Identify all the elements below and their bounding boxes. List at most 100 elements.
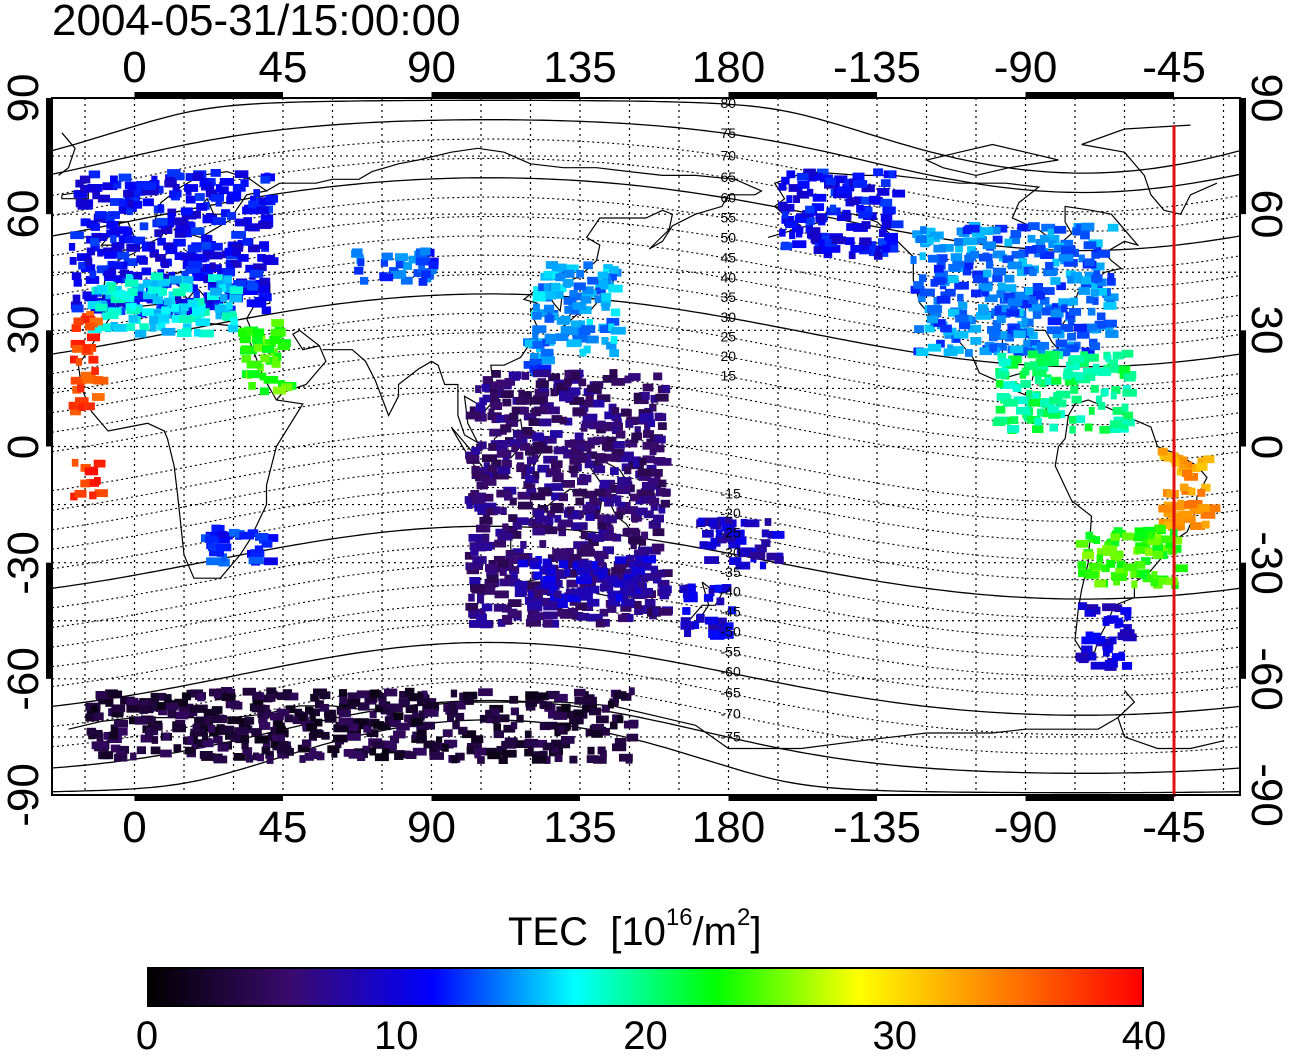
tec-cell <box>699 541 709 549</box>
tec-cell <box>1179 456 1188 465</box>
tec-cell <box>1047 317 1061 326</box>
tec-cell <box>624 375 632 384</box>
tec-cell <box>566 327 579 336</box>
tec-cell <box>405 705 418 713</box>
tec-cell <box>628 373 641 381</box>
tec-cell <box>234 727 248 735</box>
right-y-tick-label: -60 <box>1242 647 1291 711</box>
tec-cell <box>144 730 153 738</box>
tec-cell <box>993 342 1007 351</box>
tec-cell <box>174 252 185 260</box>
tec-cell <box>97 285 108 293</box>
magnetic-contour <box>52 545 1240 619</box>
tec-cell <box>551 492 564 501</box>
tec-cell <box>72 385 81 394</box>
tec-cell <box>766 552 781 561</box>
tec-cell <box>1116 560 1126 569</box>
tec-cell <box>172 724 186 733</box>
tec-cell <box>785 220 798 229</box>
tec-cell <box>219 294 228 302</box>
magnetic-latitude-label: -75 <box>721 728 741 744</box>
tec-cell <box>475 608 486 617</box>
tec-cell <box>609 349 620 357</box>
tec-cell <box>529 446 540 455</box>
tec-cell <box>1082 323 1098 332</box>
tec-cell <box>505 419 519 427</box>
tec-cell <box>584 460 594 469</box>
tec-cell <box>139 222 149 231</box>
tec-cell <box>127 199 134 208</box>
tec-cell <box>984 294 998 303</box>
colorbar-tick-label: 40 <box>1121 1014 1167 1058</box>
tec-cell <box>581 522 588 530</box>
tec-cell <box>253 197 263 206</box>
frame-bar-bottom <box>1025 795 1174 801</box>
tec-cell <box>525 691 539 700</box>
tec-cell <box>547 691 557 700</box>
tec-cell <box>644 599 656 607</box>
tec-cell <box>142 241 149 250</box>
tec-cell <box>89 491 97 500</box>
tec-cell <box>509 695 519 704</box>
tec-cell <box>539 402 554 410</box>
tec-cell <box>476 613 487 622</box>
tec-cell <box>327 745 340 754</box>
colorbar-unit-middle: /m <box>692 910 737 954</box>
tec-cell <box>628 584 635 592</box>
tec-cell <box>542 619 553 628</box>
tec-cell <box>331 749 338 758</box>
tec-cell <box>155 313 169 321</box>
tec-cell <box>476 524 491 533</box>
tec-cell <box>471 446 480 455</box>
tec-cell <box>989 343 997 352</box>
tec-cell <box>581 544 594 552</box>
tec-cell <box>395 253 408 261</box>
tec-cell <box>761 529 770 538</box>
tec-cell <box>1179 464 1188 473</box>
tec-cell <box>1028 296 1036 304</box>
tec-cell <box>1056 348 1071 357</box>
tec-cell <box>995 379 1004 388</box>
tec-cell <box>151 722 163 731</box>
tec-cell <box>543 526 558 535</box>
tec-cell <box>561 703 571 712</box>
tec-cell <box>1049 423 1058 432</box>
tec-cell <box>184 746 195 755</box>
tec-cell <box>187 260 203 269</box>
tec-cell <box>390 271 406 279</box>
tec-cell <box>163 242 178 251</box>
tec-cell <box>108 261 124 270</box>
tec-cell <box>250 195 257 204</box>
tec-cell <box>424 709 439 717</box>
tec-cell <box>1035 239 1045 247</box>
tec-cell <box>1152 543 1163 551</box>
tec-cell <box>185 195 196 204</box>
tec-cell <box>165 246 178 255</box>
magnetic-contour <box>52 583 1240 658</box>
tec-cell <box>263 534 279 542</box>
tec-cell <box>1024 287 1033 295</box>
tec-cell <box>246 346 257 355</box>
tec-cell <box>1135 531 1148 539</box>
tec-cell <box>142 198 154 207</box>
tec-cell <box>255 285 270 294</box>
tec-cell <box>485 709 493 718</box>
tec-cell <box>542 742 554 751</box>
top-x-tick-label: -90 <box>993 43 1058 92</box>
tec-cell <box>791 224 801 233</box>
tec-cell <box>1071 275 1084 284</box>
tec-cell <box>564 547 574 556</box>
tec-cell <box>450 689 458 698</box>
tec-cell <box>873 168 883 177</box>
tec-cell <box>126 207 133 216</box>
left-y-tick-label: 0 <box>0 434 48 459</box>
magnetic-latitude-label: -40 <box>721 584 741 600</box>
tec-cell <box>530 353 540 361</box>
tec-cell <box>608 284 623 293</box>
tec-cell <box>501 459 512 468</box>
tec-cell <box>586 319 594 327</box>
tec-cell <box>574 432 584 441</box>
tec-cell <box>595 286 606 295</box>
frame-tick-bars <box>46 92 1246 801</box>
tec-cell <box>429 266 437 275</box>
